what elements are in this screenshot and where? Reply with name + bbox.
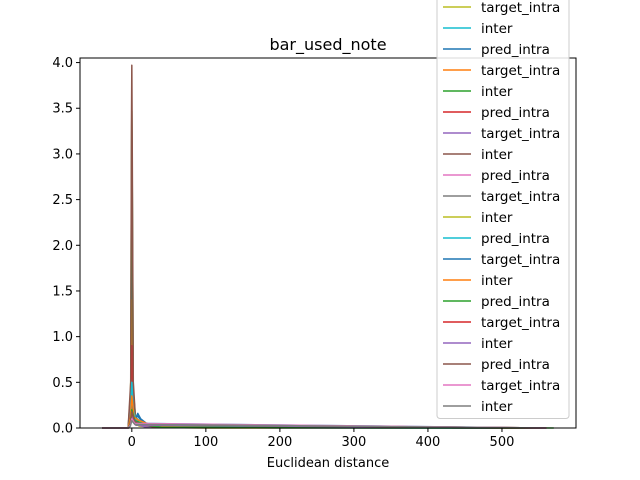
x-tick-label-3: 300 (341, 435, 366, 450)
series-layer (102, 64, 554, 429)
x-tick-label-1: 100 (193, 435, 218, 450)
y-tick-label-4: 2.0 (52, 239, 73, 254)
y-tick-label-1: 0.5 (52, 376, 73, 391)
legend-label-16: inter (481, 336, 513, 352)
y-tick-label-8: 4.0 (52, 56, 73, 71)
y-tick-label-5: 2.5 (52, 193, 73, 208)
x-axis-label: Euclidean distance (267, 456, 390, 471)
x-tick-label-5: 500 (490, 435, 515, 450)
legend-label-18: target_intra (481, 378, 560, 394)
x-tick-label-0: 0 (128, 435, 136, 450)
legend: target_intrainterpred_intratarget_intrai… (436, 0, 570, 419)
legend-label-9: target_intra (481, 189, 560, 205)
legend-box (436, 0, 570, 419)
legend-label-7: inter (481, 147, 513, 163)
legend-label-13: inter (481, 273, 513, 289)
legend-label-6: target_intra (481, 126, 560, 142)
x-tick-label-4: 400 (416, 435, 441, 450)
x-tick-label-2: 200 (267, 435, 292, 450)
legend-label-19: inter (481, 399, 513, 415)
y-tick-label-2: 1.0 (52, 330, 73, 345)
legend-label-4: inter (481, 84, 513, 100)
legend-label-3: target_intra (481, 63, 560, 79)
y-axis: 0.0 0.5 1.0 1.5 2.0 2.5 3.0 3.5 4.0 (52, 56, 80, 437)
legend-label-0: target_intra (481, 0, 560, 16)
legend-label-8: pred_intra (481, 168, 550, 184)
y-tick-label-6: 3.0 (52, 147, 73, 162)
legend-label-11: pred_intra (481, 231, 550, 247)
legend-label-17: pred_intra (481, 357, 550, 373)
legend-label-1: inter (481, 21, 513, 37)
x-axis: 0 100 200 300 400 500 (128, 428, 515, 450)
legend-label-12: target_intra (481, 252, 560, 268)
y-tick-label-0: 0.0 (52, 422, 73, 437)
chart-title: bar_used_note (269, 35, 386, 55)
plot-frame (79, 57, 577, 429)
y-tick-label-3: 1.5 (52, 284, 73, 299)
y-tick-label-7: 3.5 (52, 102, 73, 117)
legend-label-5: pred_intra (481, 105, 550, 121)
legend-label-14: pred_intra (481, 294, 550, 310)
legend-label-2: pred_intra (481, 42, 550, 58)
legend-label-10: inter (481, 210, 513, 226)
legend-label-15: target_intra (481, 315, 560, 331)
